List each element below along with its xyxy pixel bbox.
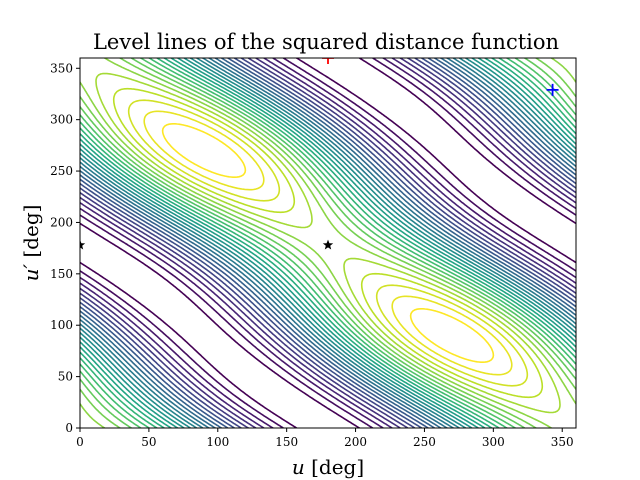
y-tick-label: 200 xyxy=(50,215,73,229)
contour-level xyxy=(80,58,576,428)
contour-level xyxy=(161,123,495,363)
contour-level xyxy=(143,110,513,376)
contour-level xyxy=(80,58,576,428)
contour-level xyxy=(112,87,544,399)
y-tick-label: 100 xyxy=(50,318,73,332)
y-axis-label: u′ [deg] xyxy=(19,205,43,282)
x-tick-label: 50 xyxy=(141,435,156,449)
contour-level xyxy=(80,58,576,428)
plus-marker xyxy=(546,83,559,96)
x-tick-label: 150 xyxy=(275,435,298,449)
x-axis: 0 50 100 150 200 250 300 350 xyxy=(76,428,574,449)
contour-level xyxy=(80,58,576,428)
contour-level xyxy=(80,58,576,428)
contour-level xyxy=(80,58,576,428)
contour-level xyxy=(80,58,576,428)
contour-level xyxy=(80,58,576,428)
contour-level xyxy=(80,58,576,428)
x-tick-label: 300 xyxy=(482,435,505,449)
contour-level xyxy=(95,72,561,414)
x-tick-label: 200 xyxy=(344,435,367,449)
contour-level xyxy=(80,58,576,428)
x-tick-label: 350 xyxy=(551,435,574,449)
chart-title: Level lines of the squared distance func… xyxy=(93,30,559,54)
y-tick-label: 250 xyxy=(50,164,73,178)
contour-level xyxy=(80,58,576,428)
contour-level xyxy=(80,58,576,428)
y-tick-label: 150 xyxy=(50,267,73,281)
contour-level xyxy=(80,58,576,428)
contour-level xyxy=(80,58,576,428)
contour-level xyxy=(80,58,576,428)
contour-lines xyxy=(80,58,576,428)
star-marker xyxy=(322,239,334,250)
y-axis: 0 50 100 150 200 250 300 350 xyxy=(50,61,80,435)
x-tick-label: 100 xyxy=(206,435,229,449)
contour-level xyxy=(80,58,576,428)
star-marker xyxy=(80,239,86,250)
contour-level xyxy=(80,58,576,428)
y-tick-label: 50 xyxy=(58,370,73,384)
markers xyxy=(80,58,559,250)
contour-level xyxy=(80,58,576,428)
x-tick-label: 250 xyxy=(413,435,436,449)
contour-level xyxy=(127,99,529,387)
contour-level xyxy=(80,58,576,428)
y-tick-label: 300 xyxy=(50,113,73,127)
contour-level xyxy=(80,58,576,428)
plus-marker xyxy=(322,58,334,64)
contour-level xyxy=(80,58,576,428)
x-tick-label: 0 xyxy=(76,435,84,449)
contour-level xyxy=(80,58,576,428)
plot-frame xyxy=(79,57,577,429)
y-tick-label: 0 xyxy=(65,421,73,435)
x-axis-label: u [deg] xyxy=(292,455,364,479)
y-tick-label: 350 xyxy=(50,61,73,75)
contour-level xyxy=(80,58,576,428)
